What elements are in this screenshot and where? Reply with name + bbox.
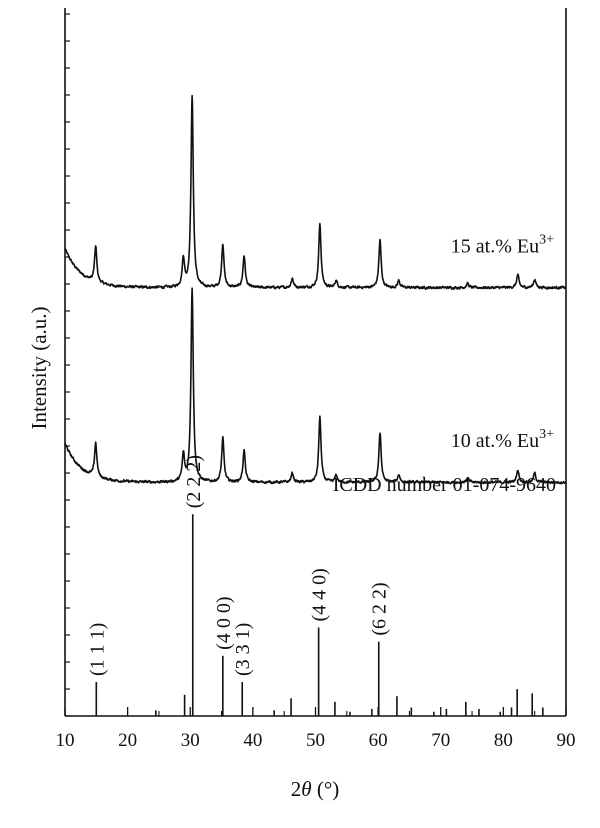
series-label-superscript: 3+: [539, 427, 554, 442]
hkl-label: (3 3 1): [232, 623, 254, 676]
labels-layer: 15 at.% Eu3+10 at.% Eu3+ICDD number 01-0…: [333, 232, 556, 496]
x-tick-label: 60: [369, 730, 388, 751]
hkl-label: (6 2 2): [369, 582, 391, 635]
x-tick-label: 50: [306, 730, 325, 751]
series-label-text: 15 at.% Eu: [451, 235, 539, 257]
series-label-text: 10 at.% Eu: [451, 430, 539, 452]
hkl-label: (4 0 0): [213, 596, 235, 649]
x-tick-label: 30: [181, 730, 200, 751]
x-tick-label: 40: [243, 730, 262, 751]
series-trace-2: [64, 287, 567, 485]
y-axis-ticks: [65, 13, 70, 717]
series-label-superscript: 3+: [539, 232, 554, 247]
x-tick-label: 90: [557, 730, 576, 751]
y-axis-title: Intensity (a.u.): [27, 306, 51, 429]
x-axis-title-unit: (°): [312, 777, 340, 801]
hkl-label: (1 1 1): [86, 623, 108, 676]
hkl-label: (4 4 0): [309, 568, 331, 621]
x-tick-label: 80: [494, 730, 513, 751]
reference-label: ICDD number 01-074-9640: [333, 474, 556, 496]
x-tick-label: 20: [118, 730, 137, 751]
series-layer: [64, 94, 567, 485]
x-tick-label: 10: [56, 730, 75, 751]
x-axis-title-base: 2: [291, 777, 302, 801]
hkl-label: (2 2 2): [183, 455, 205, 508]
x-axis-title: 2θ (°): [291, 777, 339, 801]
x-axis-ticks: 10 20 30 40 50 60 70 80 90: [56, 707, 576, 751]
series-trace-1: [64, 94, 567, 291]
series-label-1: 15 at.% Eu3+: [451, 232, 554, 257]
reference-layer: (1 1 1) (2 2 2) (4 0 0)(3 3 1) (4 4 0) (6 2 …: [86, 455, 544, 716]
x-axis-title-symbol: θ: [301, 777, 311, 801]
series-label-2: 10 at.% Eu3+: [451, 427, 554, 452]
x-tick-label: 70: [431, 730, 450, 751]
